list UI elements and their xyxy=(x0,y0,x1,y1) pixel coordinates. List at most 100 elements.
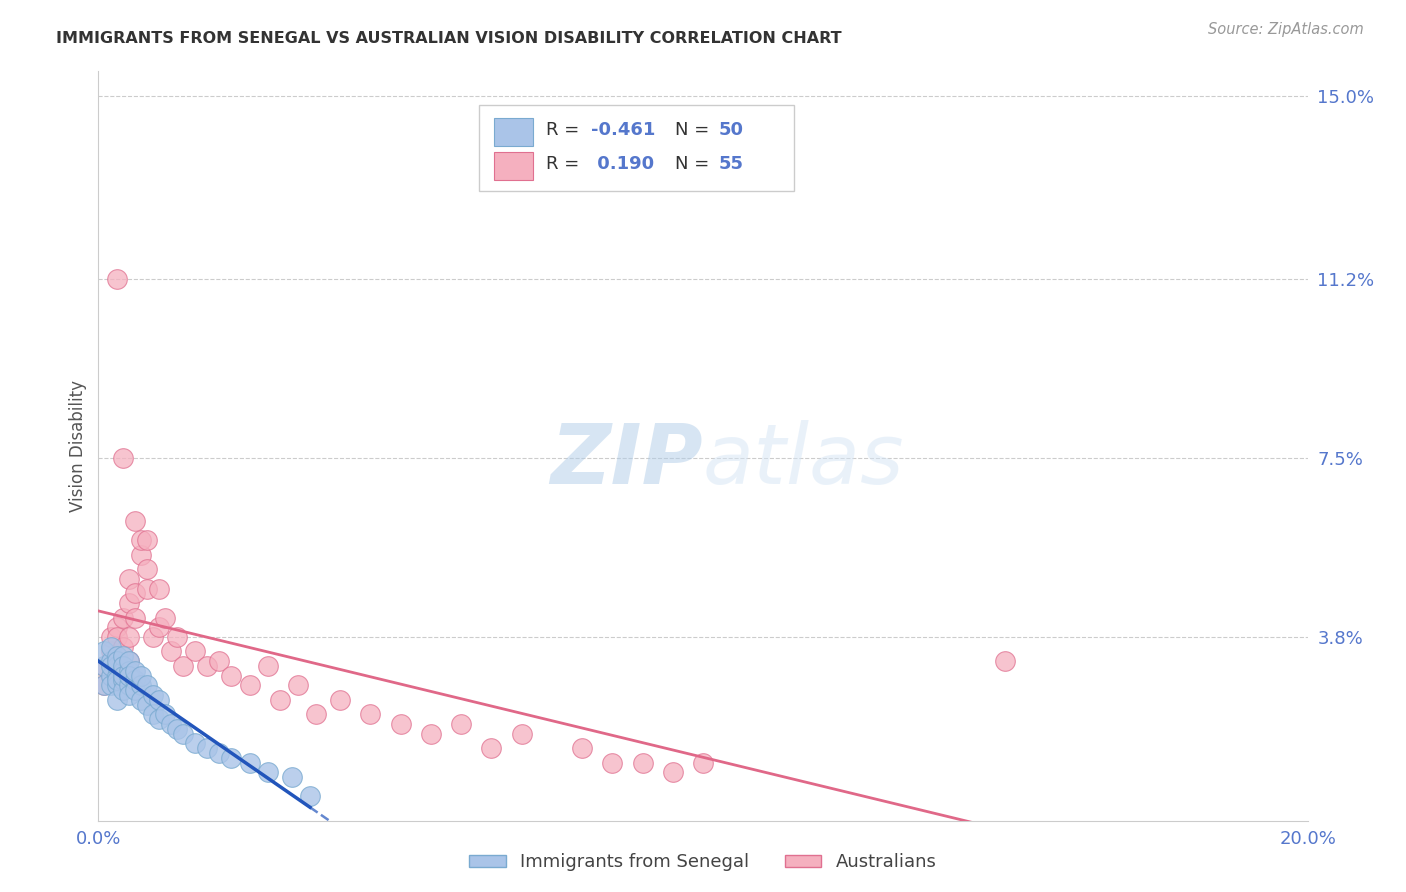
Point xyxy=(93,659,115,673)
Point xyxy=(135,698,157,712)
Point xyxy=(142,630,165,644)
Point xyxy=(100,659,122,673)
Point xyxy=(93,678,115,692)
Point xyxy=(111,664,134,678)
Point xyxy=(93,659,115,673)
Point xyxy=(111,683,134,698)
Point xyxy=(195,741,218,756)
Point xyxy=(994,654,1017,668)
Point xyxy=(360,707,382,722)
Point xyxy=(148,693,170,707)
Point xyxy=(124,683,146,698)
Point xyxy=(208,654,231,668)
Point xyxy=(450,717,472,731)
Point xyxy=(100,644,122,658)
Point xyxy=(153,610,176,624)
Point xyxy=(221,751,243,765)
Point xyxy=(124,586,146,600)
Point xyxy=(124,610,146,624)
Point xyxy=(111,649,134,664)
Point xyxy=(118,572,141,586)
Point xyxy=(118,654,141,668)
Point xyxy=(135,582,157,596)
Point xyxy=(661,765,683,780)
Point xyxy=(299,789,322,804)
Point xyxy=(100,640,122,654)
Point xyxy=(124,673,146,688)
Text: 50: 50 xyxy=(718,120,744,139)
Point xyxy=(135,562,157,576)
Point xyxy=(100,678,122,692)
Point xyxy=(166,630,188,644)
Point xyxy=(172,726,194,740)
FancyBboxPatch shape xyxy=(494,152,533,180)
Text: R =: R = xyxy=(546,120,585,139)
Point xyxy=(142,688,165,702)
Point xyxy=(93,644,115,658)
Point xyxy=(160,717,183,731)
Point xyxy=(184,644,207,658)
Point xyxy=(129,533,152,548)
Point xyxy=(256,765,278,780)
Text: N =: N = xyxy=(675,154,716,172)
Point xyxy=(692,756,714,770)
Point xyxy=(111,668,134,682)
Point xyxy=(160,644,183,658)
Point xyxy=(105,649,128,664)
Point xyxy=(129,678,152,692)
FancyBboxPatch shape xyxy=(494,118,533,146)
Point xyxy=(105,668,128,682)
Point xyxy=(111,659,134,673)
Point xyxy=(118,630,141,644)
Point xyxy=(111,610,134,624)
Text: R =: R = xyxy=(546,154,585,172)
Point xyxy=(105,272,128,286)
Point xyxy=(166,722,188,736)
Point xyxy=(105,654,128,668)
Point xyxy=(118,688,141,702)
Point xyxy=(105,620,128,634)
Point xyxy=(135,533,157,548)
Point xyxy=(239,756,262,770)
Point xyxy=(105,693,128,707)
Point xyxy=(118,668,141,682)
Point xyxy=(602,756,624,770)
Text: 0.190: 0.190 xyxy=(591,154,654,172)
Point xyxy=(129,668,152,682)
Point xyxy=(208,746,231,760)
Point xyxy=(129,548,152,562)
Point xyxy=(111,451,134,466)
Point xyxy=(281,770,304,784)
Point xyxy=(118,654,141,668)
Point xyxy=(118,664,141,678)
Point xyxy=(105,649,128,664)
Point xyxy=(118,596,141,610)
Point xyxy=(148,620,170,634)
Point xyxy=(269,693,291,707)
Point xyxy=(105,678,128,692)
Point xyxy=(195,659,218,673)
Point xyxy=(148,582,170,596)
Point xyxy=(389,717,412,731)
Point xyxy=(481,741,503,756)
Point xyxy=(105,673,128,688)
FancyBboxPatch shape xyxy=(479,105,793,191)
Point xyxy=(118,678,141,692)
Point xyxy=(135,678,157,692)
Point xyxy=(105,659,128,673)
Point xyxy=(100,668,122,682)
Point xyxy=(571,741,593,756)
Point xyxy=(239,678,262,692)
Point xyxy=(111,640,134,654)
Point xyxy=(153,707,176,722)
Point xyxy=(510,726,533,740)
Legend: Immigrants from Senegal, Australians: Immigrants from Senegal, Australians xyxy=(463,847,943,879)
Point xyxy=(111,659,134,673)
Point xyxy=(148,712,170,726)
Point xyxy=(420,726,443,740)
Point xyxy=(329,693,352,707)
Text: ZIP: ZIP xyxy=(550,420,703,501)
Point xyxy=(124,514,146,528)
Point xyxy=(287,678,309,692)
Point xyxy=(305,707,328,722)
